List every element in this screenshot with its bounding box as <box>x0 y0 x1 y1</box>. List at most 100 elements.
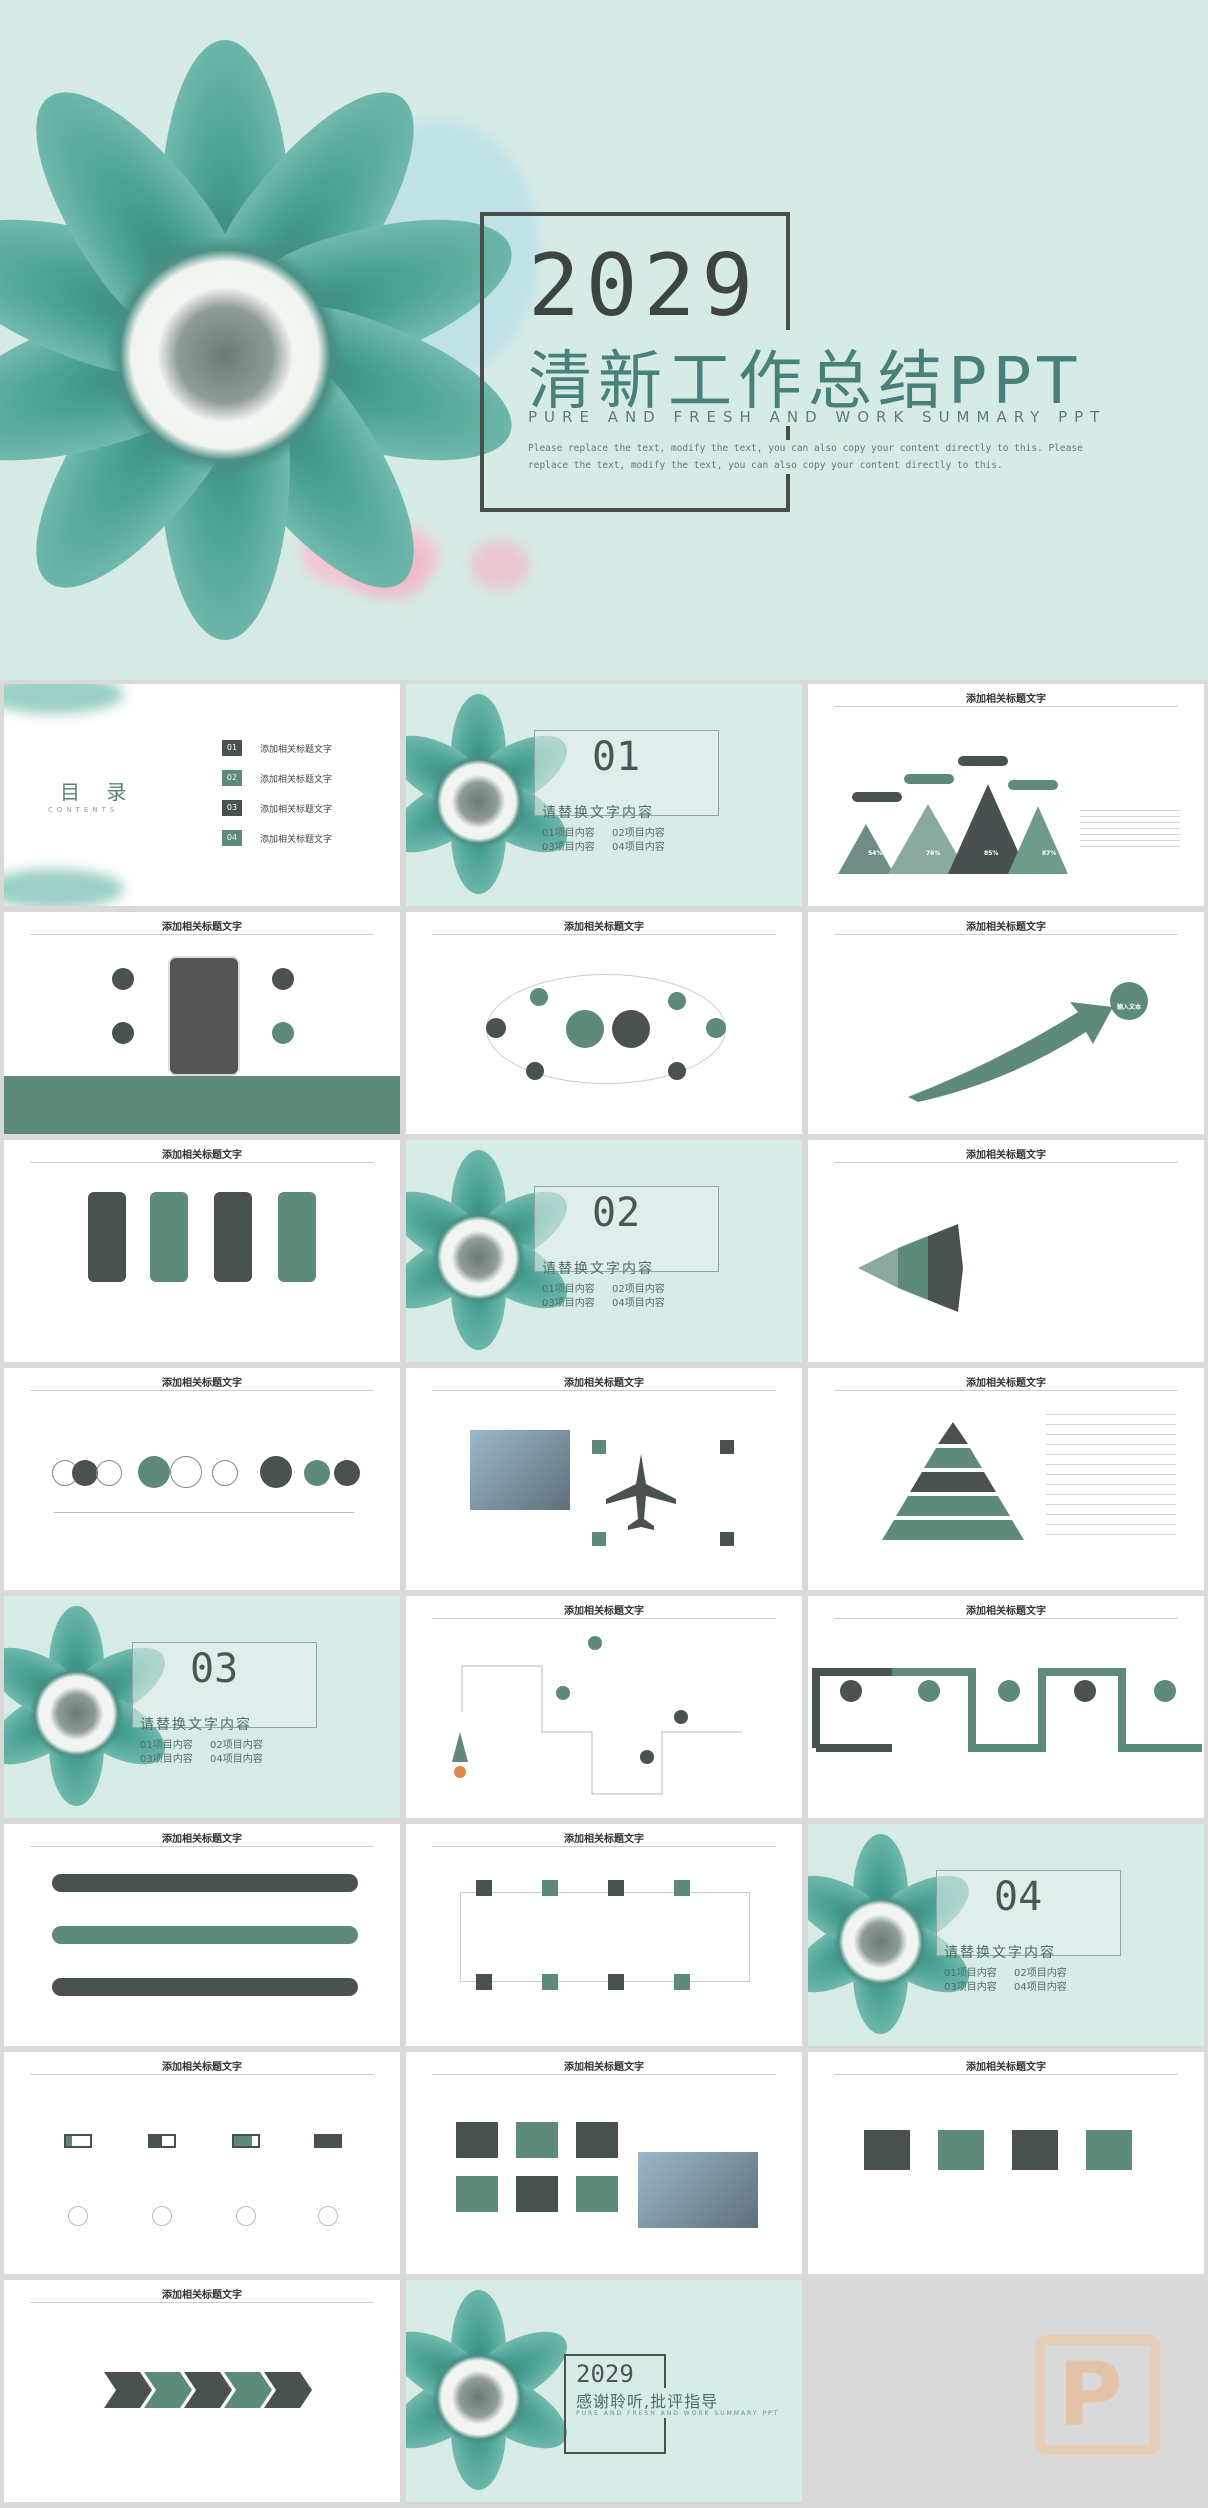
slide-section-04[interactable]: 04 请替换文字内容 01项目内容 02项目内容 03项目内容 04项目内容 <box>808 1824 1204 2046</box>
slide-title: 添加相关标题文字 <box>966 1378 1046 1389</box>
title-year: 2029 <box>528 236 760 336</box>
slide-title: 添加相关标题文字 <box>564 1606 644 1617</box>
mountain-value: 54% <box>868 850 883 857</box>
team-photo <box>470 1430 570 1510</box>
slide-bars-list[interactable]: 添加相关标题文字 <box>4 1824 400 2046</box>
title-heading: 清新工作总结PPT <box>528 330 1091 422</box>
section-text: 请替换文字内容 <box>944 1945 1056 1961</box>
slide-rocket-flow[interactable]: 添加相关标题文字 <box>406 1596 802 1818</box>
section-item: 03项目内容 <box>944 1982 997 1993</box>
slide-circles-timeline[interactable]: 添加相关标题文字 <box>4 1368 400 1590</box>
step-path-graphic <box>812 1668 1202 1752</box>
section-item: 03项目内容 <box>542 842 595 853</box>
battery-icon <box>314 2134 342 2148</box>
battery-icon <box>232 2134 260 2148</box>
section-item: 04项目内容 <box>612 1298 665 1309</box>
battery-icon <box>148 2134 176 2148</box>
slide-section-03[interactable]: 03 请替换文字内容 01项目内容 02项目内容 03项目内容 04项目内容 <box>4 1596 400 1818</box>
slide-title: 添加相关标题文字 <box>564 1378 644 1389</box>
battery-icon <box>64 2134 92 2148</box>
section-item: 02项目内容 <box>1014 1968 1067 1979</box>
section-text: 请替换文字内容 <box>542 805 654 821</box>
section-item: 01项目内容 <box>542 828 595 839</box>
slide-puzzle-photo[interactable]: 添加相关标题文字 <box>406 2052 802 2274</box>
mountain-graphic <box>838 784 1068 874</box>
mountain-value: 85% <box>984 850 999 857</box>
slide-chevrons[interactable]: 添加相关标题文字 <box>4 2280 400 2502</box>
slide-cone[interactable]: 添加相关标题文字 <box>808 1140 1204 1362</box>
section-item: 02项目内容 <box>612 828 665 839</box>
section-number: 02 <box>592 1190 641 1236</box>
slide-orbit[interactable]: 添加相关标题文字 <box>406 912 802 1134</box>
team-photo <box>638 2152 758 2228</box>
slide-phone[interactable]: 添加相关标题文字 <box>4 912 400 1134</box>
pyramid-graphic <box>882 1422 1024 1540</box>
slide-title: 添加相关标题文字 <box>966 1606 1046 1617</box>
slide-title: 添加相关标题文字 <box>162 1150 242 1161</box>
toc-heading: 目 录 <box>60 780 137 804</box>
section-item: 04项目内容 <box>210 1754 263 1765</box>
slide-section-02[interactable]: 02 请替换文字内容 01项目内容 02项目内容 03项目内容 04项目内容 <box>406 1140 802 1362</box>
arrow-graphic <box>908 1002 1113 1102</box>
slide-title: 添加相关标题文字 <box>162 1378 242 1389</box>
section-text: 请替换文字内容 <box>542 1261 654 1277</box>
p-logo-icon <box>1035 2335 1160 2455</box>
slide-title: 添加相关标题文字 <box>564 2062 644 2073</box>
section-text: 请替换文字内容 <box>140 1717 252 1733</box>
section-item: 03项目内容 <box>542 1298 595 1309</box>
toc-item[interactable]: 添加相关标题文字 <box>260 745 333 755</box>
airplane-icon <box>606 1454 676 1530</box>
slide-title: 添加相关标题文字 <box>162 2062 242 2073</box>
flower-illustration <box>0 20 531 640</box>
section-item: 01项目内容 <box>140 1740 193 1751</box>
toc-item[interactable]: 添加相关标题文字 <box>260 835 333 845</box>
chevron-row <box>104 2372 312 2408</box>
slide-steps-path[interactable]: 添加相关标题文字 <box>808 1596 1204 1818</box>
toc-num: 01 <box>222 740 242 756</box>
slide-title: 添加相关标题文字 <box>966 922 1046 933</box>
slide-title: 添加相关标题文字 <box>162 1834 242 1845</box>
toc-item[interactable]: 添加相关标题文字 <box>260 775 333 785</box>
watercolor-blot <box>470 540 530 590</box>
toc-subheading: CONTENTS <box>48 806 119 814</box>
toc-item[interactable]: 添加相关标题文字 <box>260 805 333 815</box>
closing-subtitle: PURE AND FRESH AND WORK SUMMARY PPT <box>576 2410 780 2418</box>
slide-toc[interactable]: 目 录 CONTENTS 01 添加相关标题文字 02 添加相关标题文字 03 … <box>4 684 400 906</box>
section-number: 03 <box>190 1646 239 1692</box>
title-slide[interactable]: 2029 清新工作总结PPT PURE AND FRESH AND WORK S… <box>0 0 1208 680</box>
section-number: 04 <box>994 1874 1043 1920</box>
flow-lines <box>452 1665 742 1795</box>
section-item: 02项目内容 <box>210 1740 263 1751</box>
slide-title: 添加相关标题文字 <box>966 2062 1046 2073</box>
slide-arrow[interactable]: 添加相关标题文字 输入文本 <box>808 912 1204 1134</box>
slide-title: 添加相关标题文字 <box>966 694 1046 705</box>
slide-puzzle-row[interactable]: 添加相关标题文字 <box>808 2052 1204 2274</box>
section-number: 01 <box>592 734 641 780</box>
p-logo-letter-icon: P <box>1058 2343 1123 2446</box>
section-item: 01项目内容 <box>944 1968 997 1979</box>
arrow-label: 输入文本 <box>1116 1004 1141 1011</box>
slide-title: 添加相关标题文字 <box>162 2290 242 2301</box>
slide-closing[interactable]: 2029 感谢聆听,批评指导 PURE AND FRESH AND WORK S… <box>406 2280 802 2502</box>
phone-graphic <box>168 956 240 1076</box>
section-item: 03项目内容 <box>140 1754 193 1765</box>
slide-tabs[interactable]: 添加相关标题文字 <box>4 1140 400 1362</box>
slide-pyramid[interactable]: 添加相关标题文字 <box>808 1368 1204 1590</box>
closing-title: 感谢聆听,批评指导 <box>576 2388 719 2412</box>
toc-num: 03 <box>222 800 242 816</box>
slide-mountain-chart[interactable]: 添加相关标题文字 54% 76% 85% 87% <box>808 684 1204 906</box>
section-item: 01项目内容 <box>542 1284 595 1295</box>
title-subtitle: PURE AND FRESH AND WORK SUMMARY PPT <box>528 408 1107 426</box>
mountain-value: 76% <box>926 850 941 857</box>
slide-plane[interactable]: 添加相关标题文字 <box>406 1368 802 1590</box>
section-item: 04项目内容 <box>612 842 665 853</box>
toc-num: 02 <box>222 770 242 786</box>
slide-grid-icons[interactable]: 添加相关标题文字 <box>406 1824 802 2046</box>
slide-batteries[interactable]: 添加相关标题文字 <box>4 2052 400 2274</box>
slide-section-01[interactable]: 01 请替换文字内容 01项目内容 02项目内容 03项目内容 04项目内容 <box>406 684 802 906</box>
slide-title: 添加相关标题文字 <box>564 1834 644 1845</box>
slide-title: 添加相关标题文字 <box>966 1150 1046 1161</box>
slide-title: 添加相关标题文字 <box>564 922 644 933</box>
mountain-value: 87% <box>1042 850 1057 857</box>
cone-graphic <box>858 1224 963 1312</box>
